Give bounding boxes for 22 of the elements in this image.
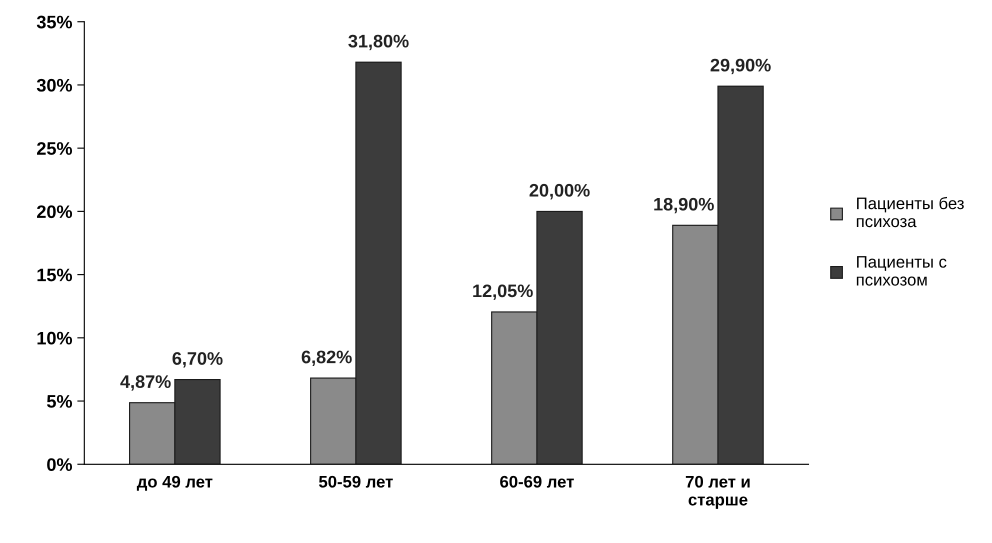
data-label: 31,80% bbox=[348, 34, 409, 50]
x-tick-label: 60-69 лет bbox=[500, 476, 574, 488]
data-label: 29,90% bbox=[710, 58, 771, 74]
y-tick-label: 30% bbox=[36, 78, 72, 92]
legend-label: Пациенты без психоза bbox=[856, 196, 964, 228]
data-label: 4,87% bbox=[120, 375, 171, 391]
data-label: 6,70% bbox=[172, 352, 223, 368]
x-tick-label: 50-59 лет bbox=[318, 476, 393, 488]
y-tick-label: 35% bbox=[36, 16, 72, 28]
legend-label: Пациенты с психозом bbox=[856, 256, 946, 286]
y-tick-label: 20% bbox=[37, 205, 72, 218]
y-tick-label: 25% bbox=[37, 142, 72, 155]
y-tick-label: 5% bbox=[46, 395, 72, 408]
data-label: 12,05% bbox=[473, 284, 533, 300]
data-label: 6,82% bbox=[302, 350, 352, 366]
y-tick-label: 0% bbox=[47, 458, 72, 471]
x-tick-label: до 49 лет bbox=[136, 476, 212, 491]
y-tick-label: 10% bbox=[38, 332, 72, 345]
data-label: 20,00% bbox=[530, 184, 590, 200]
data-label: 18,90% bbox=[654, 198, 714, 214]
x-tick-label: 70 лет и старше bbox=[686, 476, 750, 509]
y-tick-label: 15% bbox=[38, 268, 72, 282]
